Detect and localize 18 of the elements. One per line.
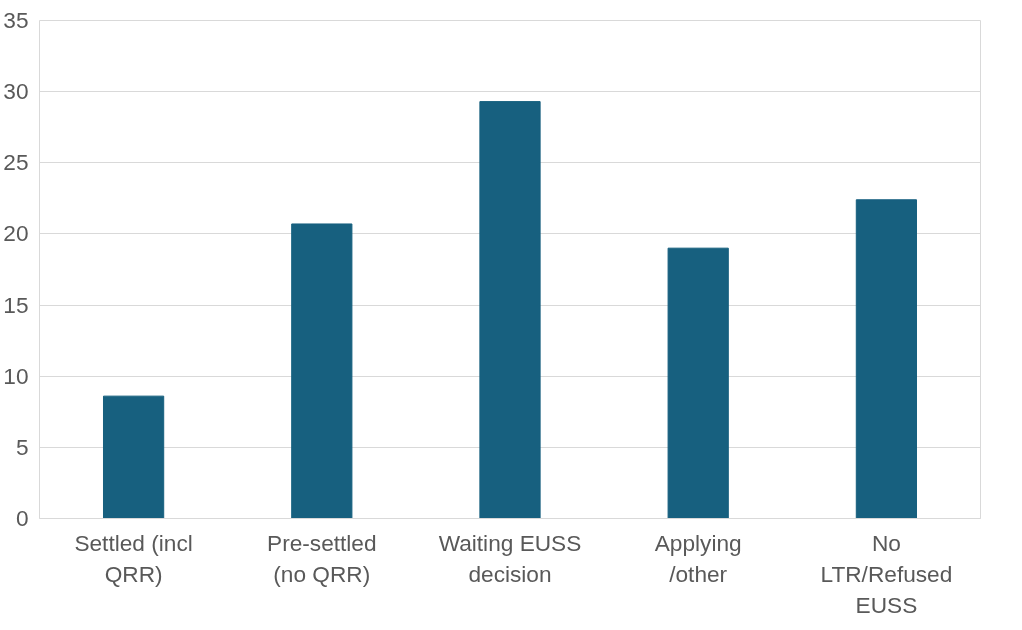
bar [667,247,729,519]
y-tick-label: 30 [3,78,29,105]
bar [291,223,353,519]
y-tick-label: 20 [3,220,29,247]
y-tick-label: 5 [15,433,29,460]
bar [479,101,541,519]
y-tick-label: 15 [3,291,29,318]
y-tick-label: 35 [3,7,29,33]
y-tick-label: 10 [3,362,29,389]
x-tick-label: Waiting EUSS decision [438,529,582,587]
bar [855,199,918,519]
x-tick-label: Settled (incl QRR) [74,529,193,587]
x-tick-label: No LTR/Refused EUSS [820,529,953,618]
y-tick-label: 25 [3,149,29,176]
y-tick-label: 0 [15,505,29,531]
bar [102,395,165,519]
x-tick-label: Pre-settled (no QRR) [267,529,377,587]
x-tick-label: Applying /other [654,529,742,587]
